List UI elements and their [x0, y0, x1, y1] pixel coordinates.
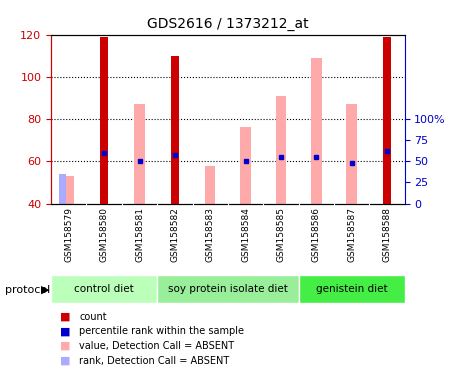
- Bar: [240, 127, 251, 204]
- Bar: [311, 58, 321, 204]
- Title: GDS2616 / 1373212_at: GDS2616 / 1373212_at: [147, 17, 309, 31]
- Bar: [299, 275, 405, 303]
- Bar: [51, 275, 157, 303]
- Bar: [205, 166, 215, 204]
- Text: genistein diet: genistein diet: [316, 284, 387, 294]
- Text: ■: ■: [60, 326, 71, 336]
- Bar: [171, 56, 179, 204]
- Text: ■: ■: [60, 341, 71, 351]
- Text: percentile rank within the sample: percentile rank within the sample: [79, 326, 244, 336]
- Text: ▶: ▶: [41, 285, 49, 295]
- Bar: [59, 174, 66, 204]
- Text: ■: ■: [60, 356, 71, 366]
- Bar: [64, 176, 74, 204]
- Text: GSM158581: GSM158581: [135, 207, 144, 262]
- Bar: [157, 275, 299, 303]
- Text: GSM158579: GSM158579: [64, 207, 73, 262]
- Bar: [346, 104, 357, 204]
- Bar: [276, 96, 286, 204]
- Text: count: count: [79, 312, 106, 322]
- Text: control diet: control diet: [74, 284, 134, 294]
- Text: rank, Detection Call = ABSENT: rank, Detection Call = ABSENT: [79, 356, 229, 366]
- Text: ■: ■: [60, 312, 71, 322]
- Text: GSM158583: GSM158583: [206, 207, 215, 262]
- Text: GSM158585: GSM158585: [276, 207, 286, 262]
- Text: value, Detection Call = ABSENT: value, Detection Call = ABSENT: [79, 341, 234, 351]
- Text: soy protein isolate diet: soy protein isolate diet: [168, 284, 288, 294]
- Text: GSM158588: GSM158588: [382, 207, 392, 262]
- Bar: [383, 37, 391, 204]
- Text: GSM158586: GSM158586: [312, 207, 321, 262]
- Text: protocol: protocol: [5, 285, 50, 295]
- Bar: [100, 37, 108, 204]
- Bar: [134, 104, 145, 204]
- Text: GSM158580: GSM158580: [100, 207, 109, 262]
- Text: GSM158582: GSM158582: [170, 207, 179, 262]
- Text: GSM158587: GSM158587: [347, 207, 356, 262]
- Text: GSM158584: GSM158584: [241, 207, 250, 262]
